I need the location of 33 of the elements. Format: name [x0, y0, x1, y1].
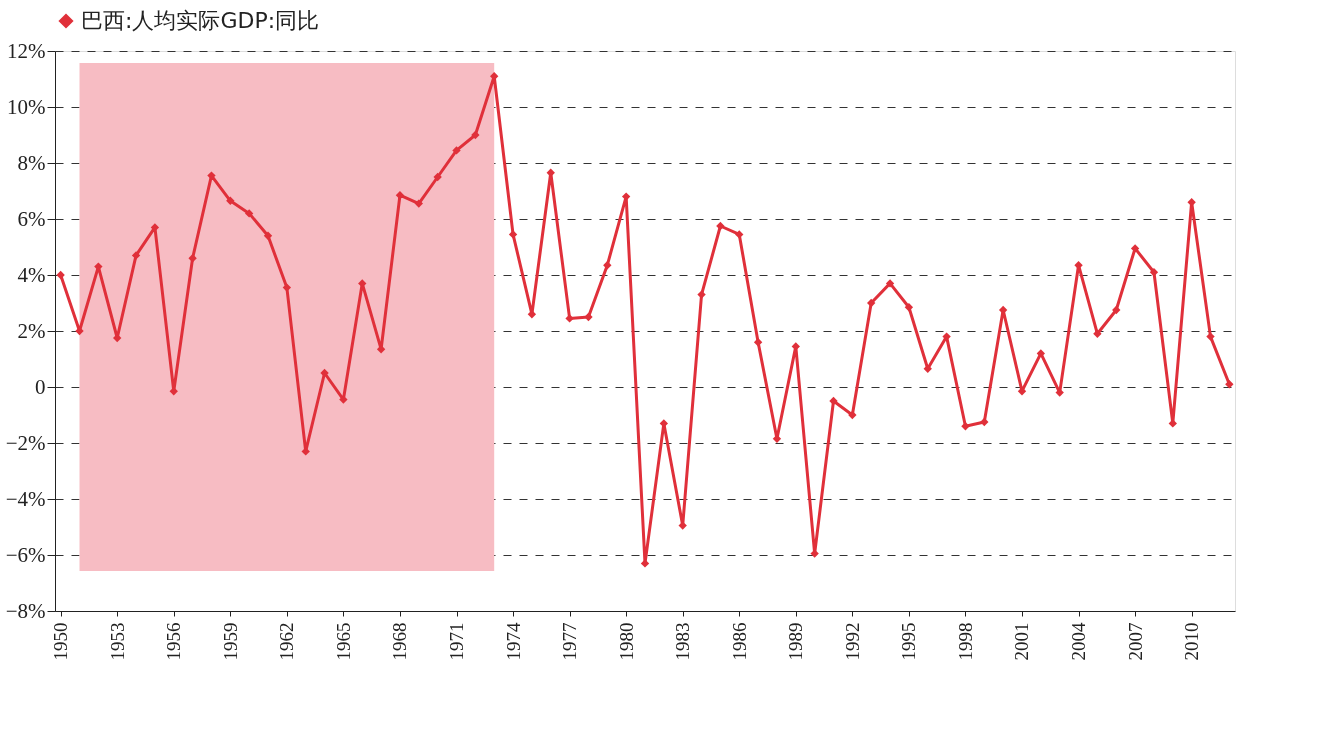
x-tick-label: 1977	[559, 622, 581, 661]
y-tick-label: 10%	[7, 94, 46, 119]
x-tick-label: 1953	[106, 622, 128, 661]
x-tick-label: 1989	[785, 622, 807, 661]
x-tick-label: 1959	[219, 622, 241, 661]
y-tick-label: −2%	[5, 430, 46, 455]
y-tick-label: −4%	[5, 486, 46, 511]
y-tick-label: −6%	[5, 542, 46, 567]
x-tick-label: 1971	[446, 622, 467, 661]
x-tick-label: 2010	[1181, 622, 1203, 661]
y-tick-label: 0	[35, 374, 46, 399]
y-tick-label: 12%	[7, 38, 46, 63]
y-tick-label: 6%	[17, 206, 46, 231]
x-tick-label: 1968	[389, 622, 411, 661]
legend-label: 巴西:人均实际GDP:同比	[81, 8, 320, 33]
x-tick-label: 1995	[898, 622, 920, 661]
x-tick-label: 2001	[1011, 622, 1033, 661]
x-tick-label: 2007	[1124, 622, 1146, 661]
y-tick-label: 2%	[17, 318, 46, 343]
y-tick-label: −8%	[5, 598, 46, 623]
x-tick-label: 1956	[163, 622, 185, 661]
x-tick-label: 1980	[615, 622, 637, 661]
y-tick-label: 4%	[17, 262, 46, 287]
x-tick-label: 1950	[50, 622, 72, 661]
x-tick-label: 1986	[728, 622, 750, 661]
x-tick-label: 1974	[502, 622, 524, 661]
x-tick-label: 2004	[1068, 622, 1090, 661]
x-tick-label: 1992	[841, 622, 863, 661]
x-tick-label: 1962	[276, 622, 298, 661]
y-tick-label: 8%	[17, 150, 46, 175]
x-tick-label: 1998	[954, 622, 976, 661]
x-tick-label: 1965	[332, 622, 354, 661]
x-tick-label: 1983	[672, 622, 694, 661]
